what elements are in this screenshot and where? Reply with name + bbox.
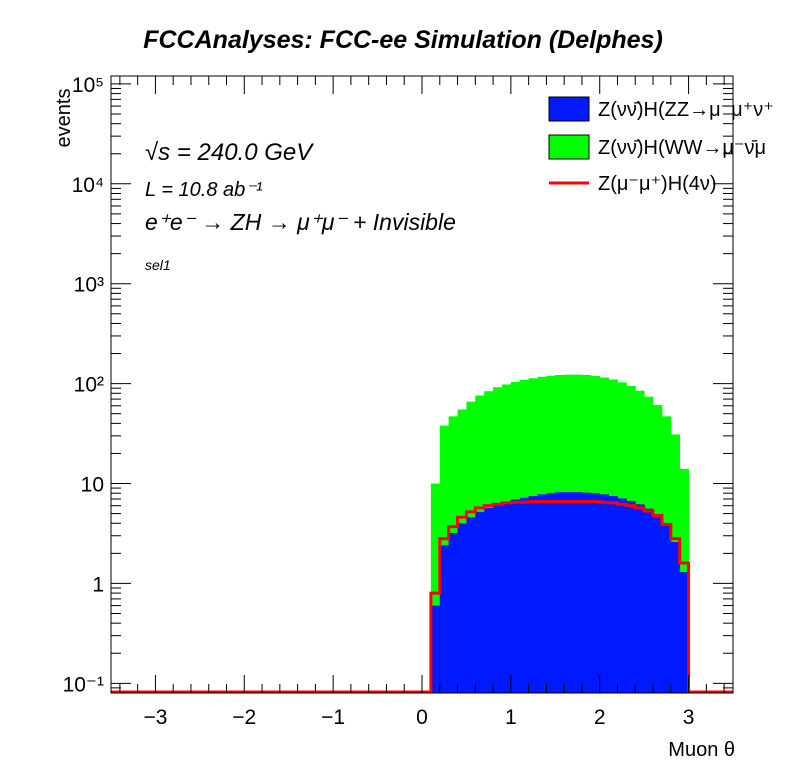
y-tick-label: 1 xyxy=(92,573,104,596)
zz-bin-bar xyxy=(644,508,654,693)
zz-bin-bar xyxy=(439,545,450,693)
x-tick-label: 2 xyxy=(594,706,606,729)
legend-label: Z(μ⁻μ⁺)H(4ν) xyxy=(598,173,717,195)
y-tick-label: 10⁻¹ xyxy=(63,673,104,696)
x-tick-label: −2 xyxy=(232,706,256,729)
sqrt-s-annotation: √s = 240.0 GeV xyxy=(145,139,314,166)
zz-bin-bar xyxy=(679,572,689,693)
y-axis: 10⁻¹ 1 10 10² 10³ 10⁴ 10⁵ xyxy=(63,74,733,696)
zz-bin-bar xyxy=(466,517,476,693)
zz-bin-bar xyxy=(608,495,618,693)
zz-bin-bar xyxy=(475,511,485,693)
zz-bin-bar xyxy=(573,492,583,693)
zz-bin-bar xyxy=(519,497,530,693)
chart-title: FCCAnalyses: FCC-ee Simulation (Delphes) xyxy=(143,26,663,54)
lumi-annotation: L = 10.8 ab⁻¹ xyxy=(145,179,263,201)
legend: Z(νν̄)H(ZZ→μ⁻μ⁺ν⁺ Z(νν̄)H(WW→μ⁻ν̄μ Z(μ⁻μ⁺)… xyxy=(548,96,774,195)
zz-bin-bar xyxy=(546,493,556,693)
y-tick-label: 10⁴ xyxy=(72,174,104,197)
legend-label: Z(νν̄)H(ZZ→μ⁻μ⁺ν⁺ xyxy=(598,99,774,121)
y-tick-label: 10³ xyxy=(74,274,104,297)
zz-bin-bar xyxy=(493,504,503,693)
legend-swatch xyxy=(548,96,590,122)
x-tick-label: 0 xyxy=(416,706,428,729)
zz-bin-bar xyxy=(528,495,538,693)
y-tick-label: 10 xyxy=(81,474,104,497)
zz-bin-bar xyxy=(661,525,672,693)
zz-bin-bar xyxy=(501,502,512,693)
zz-bin-bar xyxy=(555,492,565,693)
series-zz-bars xyxy=(430,492,689,693)
selection-annotation: sel1 xyxy=(145,257,171,273)
x-axis: −3 −2 −1 0 1 2 3 xyxy=(119,76,725,729)
zz-bin-bar xyxy=(635,504,645,693)
zz-bin-bar xyxy=(510,499,521,693)
zz-bin-bar xyxy=(564,492,574,693)
zz-bin-bar xyxy=(537,494,547,693)
y-tick-label: 10⁵ xyxy=(72,74,104,97)
series-4nu-line xyxy=(111,500,733,694)
x-tick-label: −3 xyxy=(143,706,167,729)
x-axis-label: Muon θ xyxy=(668,739,735,761)
zz-bin-bar xyxy=(670,541,681,693)
x-tick-label: −1 xyxy=(321,706,345,729)
zz-bin-bar xyxy=(653,515,663,693)
zz-bin-bar xyxy=(590,493,601,693)
zz-bin-bar xyxy=(484,507,494,693)
x-tick-label: 3 xyxy=(683,706,695,729)
zmumu-step-line xyxy=(111,500,733,694)
zz-bin-bar xyxy=(430,605,441,693)
zz-bin-bar xyxy=(448,532,458,693)
y-tick-label: 10² xyxy=(74,374,104,397)
process-annotation: e⁺e⁻ → ZH → μ⁺μ⁻ + Invisible xyxy=(145,209,456,235)
zz-bin-bar xyxy=(626,500,636,693)
legend-swatch xyxy=(548,134,590,160)
zz-bin-bar xyxy=(617,498,627,693)
zz-bin-bar xyxy=(581,492,592,693)
zz-bin-bar xyxy=(599,494,609,693)
y-axis-label: events xyxy=(53,89,75,148)
ww-bin-bar xyxy=(430,483,441,693)
legend-label: Z(νν̄)H(WW→μ⁻ν̄μ xyxy=(598,137,766,159)
x-tick-label: 1 xyxy=(505,706,517,729)
zz-bin-bar xyxy=(457,523,467,693)
